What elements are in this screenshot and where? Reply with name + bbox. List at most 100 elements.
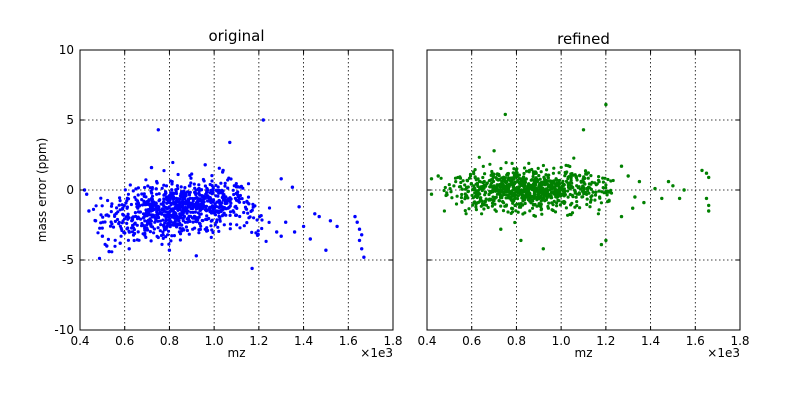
data-point: [284, 220, 288, 224]
data-point: [595, 182, 599, 186]
data-point: [479, 185, 483, 189]
data-point: [443, 185, 447, 190]
data-point: [156, 216, 161, 220]
data-point: [117, 203, 121, 207]
data-point: [82, 188, 87, 192]
data-point: [480, 212, 484, 216]
data-point: [159, 223, 163, 227]
data-point: [168, 224, 172, 228]
data-point: [470, 193, 474, 197]
original-x-axis-label: mz: [228, 346, 246, 360]
data-point: [181, 206, 185, 210]
data-point: [570, 201, 574, 205]
data-point: [528, 209, 532, 213]
data-point: [190, 216, 194, 220]
data-point: [495, 184, 499, 188]
data-point: [707, 209, 711, 213]
data-point: [525, 186, 530, 190]
data-point: [515, 202, 519, 206]
data-point: [226, 186, 230, 190]
data-point: [498, 188, 502, 192]
data-point: [558, 203, 563, 207]
data-point: [216, 225, 220, 229]
data-point: [527, 170, 531, 174]
data-point: [513, 193, 517, 198]
data-point: [219, 209, 223, 214]
data-point: [475, 201, 479, 205]
data-point: [215, 189, 219, 193]
data-point: [110, 250, 114, 254]
data-point: [162, 197, 166, 201]
x-tick-label: 0.6: [462, 334, 481, 348]
data-point: [160, 212, 164, 216]
data-point: [164, 235, 168, 239]
data-point: [167, 205, 171, 209]
data-point: [637, 179, 642, 184]
data-point: [118, 224, 122, 228]
data-point: [167, 242, 171, 246]
data-point: [143, 185, 147, 190]
data-point: [191, 210, 195, 214]
data-point: [199, 224, 203, 228]
data-point: [490, 171, 494, 175]
data-point: [161, 230, 165, 234]
data-point: [530, 206, 535, 210]
data-point: [491, 177, 495, 181]
data-point: [547, 173, 551, 177]
data-point: [191, 199, 195, 203]
data-point: [546, 206, 551, 210]
data-point: [178, 232, 183, 236]
data-point: [140, 198, 144, 202]
data-point: [585, 197, 589, 201]
data-point: [189, 201, 193, 205]
data-point: [568, 164, 572, 169]
data-point: [143, 233, 147, 237]
data-point: [115, 217, 120, 222]
data-point: [179, 195, 183, 199]
data-point: [186, 197, 191, 201]
data-point: [170, 182, 174, 186]
x-tick-label: 1.2: [249, 334, 268, 348]
data-point: [557, 184, 561, 188]
data-point: [553, 210, 558, 214]
y-tick-label: 5: [66, 113, 74, 127]
data-point: [653, 186, 657, 191]
data-point: [158, 229, 162, 233]
data-point: [155, 192, 159, 196]
data-point: [229, 197, 233, 201]
data-point: [136, 193, 140, 197]
data-point: [593, 193, 598, 197]
data-point: [231, 188, 235, 192]
data-point: [149, 189, 153, 193]
data-point: [110, 202, 114, 206]
data-point: [135, 202, 139, 206]
data-point: [177, 197, 182, 202]
x-tick-label: 1.8: [383, 334, 402, 348]
data-point: [530, 184, 534, 189]
data-point: [167, 248, 172, 252]
data-point: [135, 217, 140, 221]
data-point: [148, 206, 152, 210]
data-point: [544, 181, 548, 185]
data-point: [603, 176, 607, 180]
y-tick-label: -5: [62, 253, 74, 267]
data-point: [491, 186, 495, 190]
data-point: [210, 228, 214, 232]
data-point: [483, 199, 487, 203]
data-point: [162, 200, 166, 204]
data-point: [597, 175, 601, 179]
data-point: [583, 169, 588, 173]
data-point: [192, 182, 196, 186]
data-point: [149, 165, 154, 170]
data-point: [501, 209, 506, 213]
data-point: [442, 188, 446, 193]
data-point: [528, 193, 532, 197]
data-point: [601, 176, 605, 180]
data-point: [566, 175, 570, 179]
data-point: [228, 210, 233, 214]
data-point: [360, 233, 364, 237]
data-point: [597, 208, 601, 212]
data-point: [554, 177, 558, 181]
data-point: [514, 190, 519, 194]
data-point: [569, 178, 573, 182]
